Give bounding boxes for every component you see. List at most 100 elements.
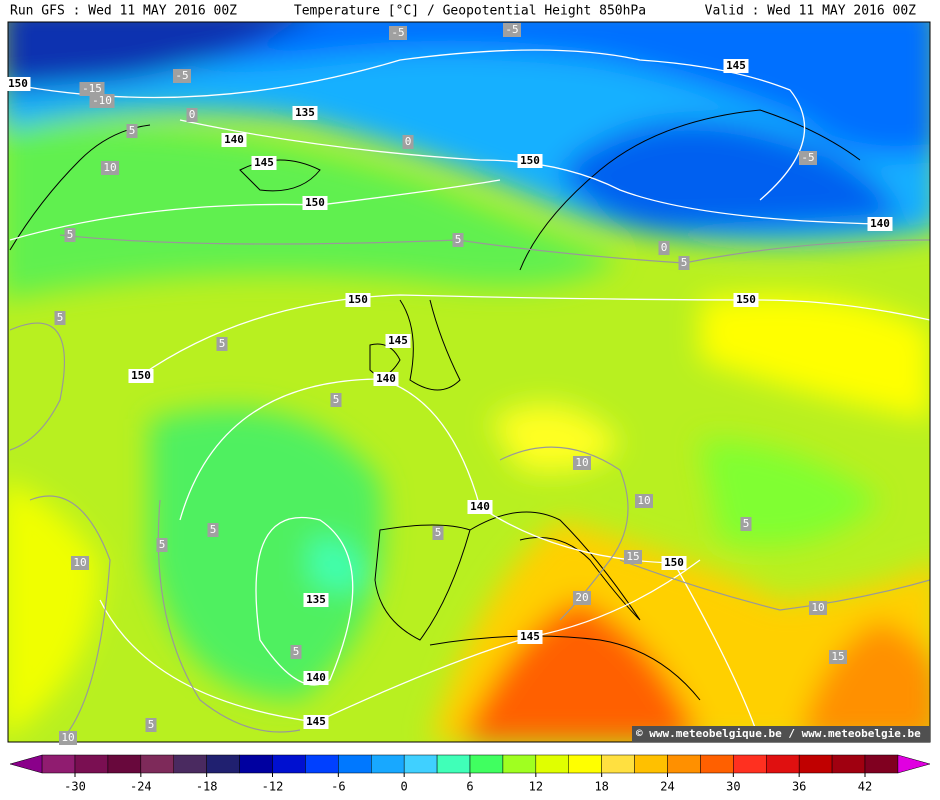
colorbar-tick-label: -12 (262, 780, 284, 794)
height-label-box (723, 59, 749, 73)
temperature-label-box (89, 94, 115, 108)
colorbar-segment (371, 754, 405, 774)
height-label-box (303, 593, 329, 607)
colorbar-segment (173, 754, 207, 774)
temperature-label: 5 (219, 337, 226, 350)
height-label-box (373, 372, 399, 386)
colorbar-segment (140, 754, 174, 774)
temperature-label-box (829, 650, 847, 664)
temperature-label: 5 (293, 645, 300, 658)
temperature-label-box (658, 241, 670, 255)
height-label: 135 (295, 106, 315, 119)
temperature-label-box (126, 124, 138, 138)
height-label-box (385, 334, 411, 348)
temperature-label: 10 (811, 601, 824, 614)
temperature-label: 5 (148, 718, 155, 731)
height-label: 140 (376, 372, 396, 385)
height-label-box (345, 293, 371, 307)
colorbar-segment (74, 754, 109, 774)
temperature-label: 5 (681, 256, 688, 269)
map-frame (7, 21, 931, 743)
temperature-label: 0 (189, 108, 196, 121)
height-label: 140 (870, 217, 890, 230)
colorbar-tick-label: 36 (792, 780, 806, 794)
colorbar-segment (831, 754, 866, 774)
temperature-label: 15 (626, 550, 639, 563)
temperature-label-box (503, 23, 521, 37)
temperature-label-box (573, 591, 591, 605)
temperature-label: 10 (575, 456, 588, 469)
height-label-box (292, 106, 318, 120)
colorbar-segment (535, 754, 569, 774)
height-label: 150 (8, 77, 28, 90)
colorbar-arrow-low (9, 754, 43, 774)
colorbar-tick-label: 12 (529, 780, 543, 794)
height-label-box (517, 630, 543, 644)
colorbar-segment (41, 754, 76, 774)
colorbar-segment (239, 754, 273, 774)
temperature-label-box (452, 233, 464, 247)
colorbar-segment (436, 754, 471, 774)
colorbar-segment (798, 754, 833, 774)
colorbar-segment (107, 754, 142, 774)
height-label-box (128, 369, 154, 383)
temperature-label: -5 (801, 151, 814, 164)
height-label-box (661, 556, 687, 570)
temperature-label: 5 (129, 124, 136, 137)
temperature-label-box (64, 228, 76, 242)
temperature-label-box (173, 69, 191, 83)
colorbar-segment (601, 754, 635, 774)
colorbar-segment (305, 754, 339, 774)
temperature-label-box (71, 556, 89, 570)
height-label: 150 (520, 154, 540, 167)
temperature-label-box (59, 731, 77, 745)
height-label: 150 (305, 196, 325, 209)
temperature-label-box (186, 108, 198, 122)
temperature-label: 10 (73, 556, 86, 569)
height-label: 145 (726, 59, 746, 72)
temperature-label: 5 (455, 233, 462, 246)
temperature-label: 5 (67, 228, 74, 241)
temperature-label: 5 (743, 517, 750, 530)
watermark-box (632, 726, 930, 742)
temperature-label-box (79, 82, 105, 96)
temperature-label: -5 (175, 69, 188, 82)
colorbar: -30 -24 -18 -12 -6 0 6 12 18 24 30 36 42 (9, 754, 931, 794)
temperature-label-box (573, 456, 591, 470)
height-label: 135 (306, 593, 326, 606)
temperature-label: 5 (159, 538, 166, 551)
colorbar-segment (206, 754, 240, 774)
colorbar-segment (338, 754, 372, 774)
temperature-label: -5 (391, 26, 404, 39)
temperature-label-box (635, 494, 653, 508)
colorbar-segment (403, 754, 438, 774)
temperature-label-box (330, 393, 342, 407)
height-label: 140 (224, 133, 244, 146)
height-label: 150 (131, 369, 151, 382)
colorbar-tick-label: -30 (64, 780, 86, 794)
temperature-label: 10 (637, 494, 650, 507)
height-label: 140 (470, 500, 490, 513)
watermark: © www.meteobelgique.be / www.meteobelgie… (636, 727, 921, 740)
height-label: 145 (520, 630, 540, 643)
colorbar-segment (272, 754, 306, 774)
colorbar-segment (667, 754, 701, 774)
temperature-label-box (678, 256, 690, 270)
valid-info: Valid : Wed 11 MAY 2016 00Z (705, 4, 916, 19)
temperature-label-box (432, 526, 444, 540)
temperature-label: 15 (831, 650, 844, 663)
colorbar-tick-label: 24 (660, 780, 674, 794)
colorbar-segment (766, 754, 800, 774)
colorbar-segment (864, 754, 899, 774)
height-label: 145 (254, 156, 274, 169)
height-label-box (467, 500, 493, 514)
height-label: 150 (348, 293, 368, 306)
height-label-box (251, 156, 277, 170)
colorbar-segment (634, 754, 668, 774)
temperature-label: 0 (405, 135, 412, 148)
height-contours (9, 49, 930, 742)
temperature-label-box (145, 718, 157, 732)
